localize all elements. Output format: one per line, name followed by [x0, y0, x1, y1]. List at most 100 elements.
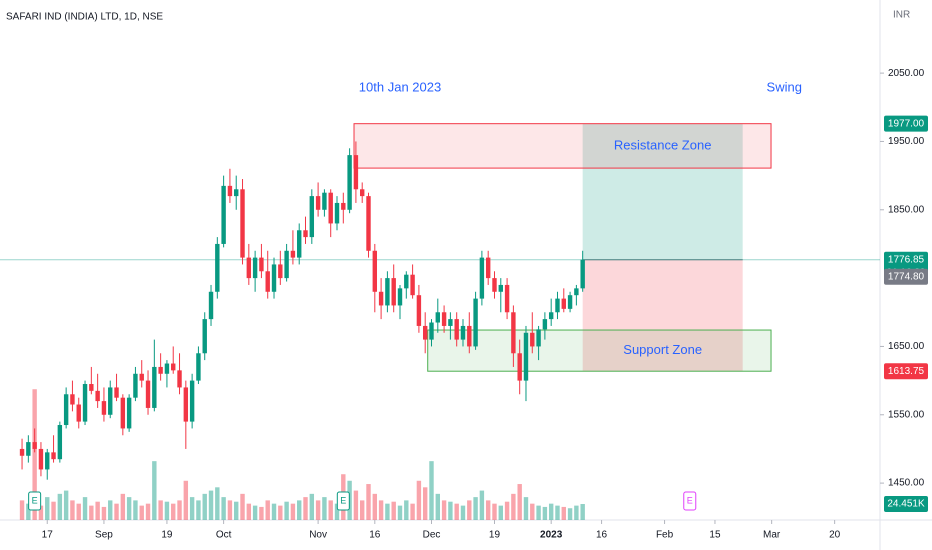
candle-body [485, 257, 491, 279]
x-tick-label: 16 [596, 530, 608, 541]
volume-bar [108, 500, 113, 520]
volume-bar [542, 506, 548, 520]
candle-body [536, 329, 541, 347]
event-marker [336, 491, 350, 511]
candle-body [416, 295, 422, 326]
volume-bar [492, 503, 497, 520]
volume-bar [221, 497, 226, 520]
volume-bar [208, 490, 214, 520]
volume-bar [297, 500, 302, 520]
candle-body [372, 250, 378, 292]
volume-bar [404, 500, 409, 520]
volume-bar [38, 505, 44, 520]
candle-body [511, 312, 516, 354]
price-badge [884, 363, 928, 380]
candle-body [492, 278, 497, 292]
candle-body [297, 230, 302, 258]
candle-body [347, 155, 352, 210]
volume-bar [45, 497, 50, 520]
volume-bar [70, 500, 75, 520]
volume-bar [530, 503, 535, 520]
volume-bar [227, 500, 233, 520]
x-tick-label: Mar [763, 530, 781, 541]
volume-bar [523, 497, 529, 520]
volume-bar [95, 501, 100, 520]
volume-bar [152, 461, 157, 520]
volume-bar [498, 505, 503, 520]
volume-bar [467, 500, 472, 520]
volume-bar [89, 505, 94, 520]
candle-body [385, 278, 390, 306]
volume-bar [372, 493, 378, 520]
candle-body [63, 394, 69, 426]
candle-body [164, 363, 170, 374]
volume-bar [360, 500, 365, 520]
volume-bar [397, 505, 403, 520]
candle-body [145, 380, 151, 408]
candle-body [479, 257, 485, 299]
volume-bar [315, 500, 321, 520]
event-label: E [687, 495, 693, 505]
volume-bar [139, 505, 144, 520]
x-tick-label: Oct [216, 530, 232, 541]
candle-body [183, 387, 189, 422]
zone [353, 123, 772, 169]
volume-bar [378, 500, 384, 520]
volume-bar [19, 500, 25, 520]
candle-body [26, 442, 31, 456]
candle-body [467, 325, 472, 347]
candle-body [51, 452, 56, 460]
annotation: 10th Jan 2023 [359, 79, 441, 94]
candle-body [95, 390, 100, 402]
candle-body [70, 394, 75, 405]
x-tick-label: 15 [709, 530, 721, 541]
candle-body [252, 257, 258, 279]
volume-bar [63, 490, 69, 520]
x-tick-label: 20 [829, 530, 841, 541]
volume-bar [441, 500, 447, 520]
volume-bar [177, 500, 182, 520]
candle-body [290, 250, 296, 258]
volume-bar [51, 501, 56, 520]
candle-body [139, 373, 144, 381]
stop-area [582, 259, 743, 372]
candle-body [315, 196, 321, 210]
y-tick-label: 1550.00 [888, 409, 925, 420]
candle-body [441, 312, 447, 326]
volume-bar [278, 505, 283, 520]
volume-bar [517, 484, 522, 520]
volume-badge-label: 24.451K [887, 499, 925, 510]
volume-bar [158, 500, 163, 520]
candle-body [259, 257, 264, 272]
candle-body [341, 202, 346, 210]
volume-bar [422, 487, 428, 520]
volume-bar [271, 503, 277, 520]
candle-body [114, 387, 119, 398]
candle-body [530, 332, 535, 347]
candle-body [133, 373, 138, 398]
candle-body [76, 404, 81, 422]
candle-body [397, 288, 403, 306]
candle-body [580, 259, 585, 289]
volume-bar [309, 493, 315, 520]
candle-body [460, 325, 466, 340]
event-label: E [32, 495, 38, 505]
candle-body [353, 155, 359, 190]
volume-bar [504, 501, 510, 520]
candle-body [265, 271, 270, 292]
candle-body [567, 295, 573, 309]
price-badge-label: 1776.85 [888, 254, 925, 265]
volume-badge [884, 496, 928, 513]
candle-body [158, 366, 163, 374]
candle-body [38, 448, 44, 470]
x-tick-label: Dec [423, 530, 441, 541]
y-tick-label: 2050.00 [888, 68, 925, 79]
volume-bar [416, 480, 422, 520]
candle-body [271, 264, 277, 292]
candle-body [448, 319, 453, 326]
price-badge-label: 1613.75 [888, 366, 925, 377]
event-label: E [340, 495, 346, 505]
zone-label: Resistance Zone [614, 137, 712, 152]
volume-bar [334, 503, 340, 520]
